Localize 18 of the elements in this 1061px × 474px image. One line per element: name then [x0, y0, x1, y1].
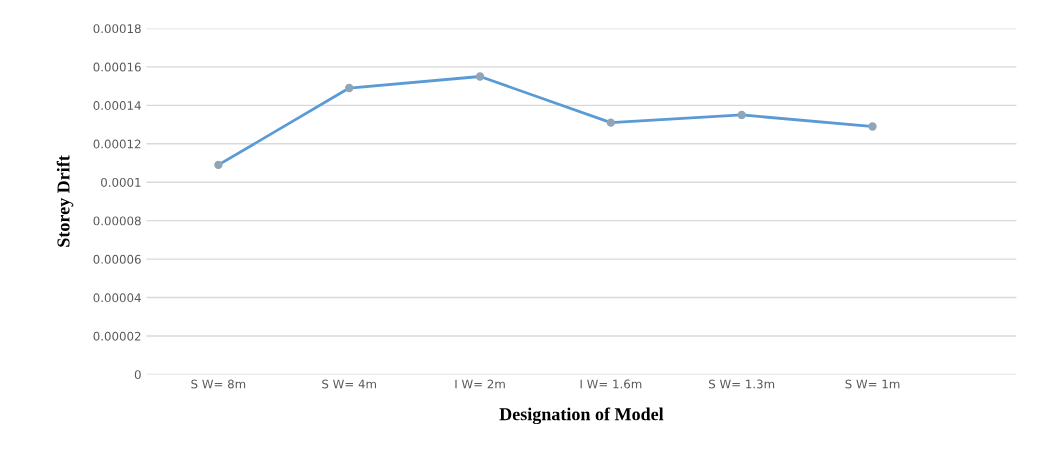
y-axis-title: Storey Drift [56, 155, 74, 247]
y-tick-label: 0.00006 [93, 254, 141, 264]
y-tick-label: 0 [134, 370, 141, 380]
x-tick-label: I W= 2m [455, 379, 505, 389]
x-tick-label: S W= 4m [322, 379, 376, 389]
y-tick-label: 0.0001 [101, 177, 141, 187]
y-tick-label: 0.00016 [93, 62, 141, 72]
y-tick-label: 0.00012 [93, 139, 141, 149]
x-tick-label: S W= 8m [191, 379, 246, 389]
y-tick-label: 0.00002 [93, 331, 141, 341]
x-tick-label: S W= 1.3m [709, 379, 775, 389]
x-axis-title: Designation of Model [499, 407, 664, 425]
y-tick-label: 0.00008 [93, 216, 141, 226]
y-tick-label: 0.00014 [93, 101, 141, 110]
y-tick-label: 0.00004 [93, 293, 141, 303]
x-tick-label: S W= 1m [845, 379, 900, 389]
y-tick-label: 0.00018 [93, 24, 141, 34]
x-tick-label: I W= 1.6m [580, 379, 642, 389]
